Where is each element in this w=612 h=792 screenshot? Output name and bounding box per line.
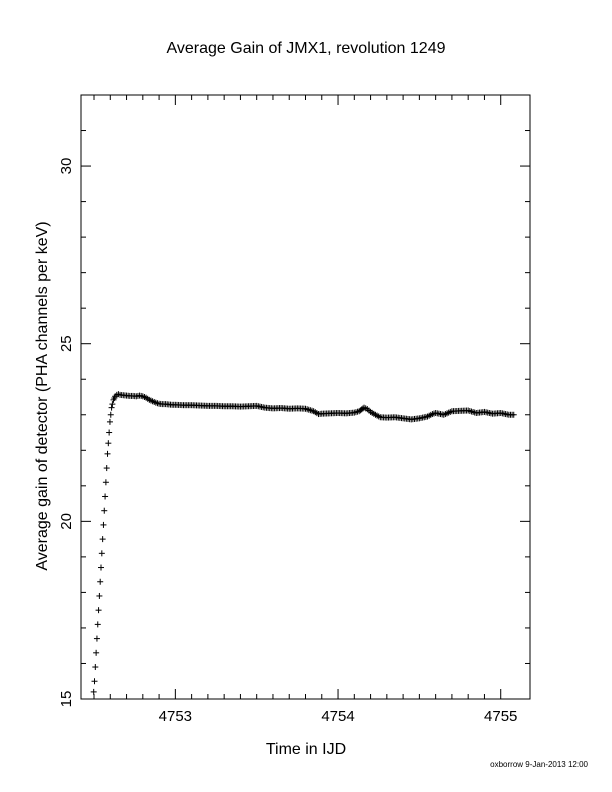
x-axis-label: Time in IJD [266,741,346,758]
y-tick-label: 30 [58,158,75,175]
data-point [101,507,108,514]
data-point [103,465,110,472]
data-point [98,550,105,557]
tick-marks [81,94,530,699]
data-points [90,391,517,695]
data-point [99,536,106,543]
x-tick-label: 4755 [484,708,517,725]
data-point [98,564,105,571]
data-point [92,664,99,671]
data-point [95,607,102,614]
data-point [93,635,100,642]
data-point [94,621,101,628]
y-tick-label: 20 [58,513,75,530]
data-point [106,429,113,436]
data-point [108,404,115,411]
data-point [100,521,107,528]
plot-frame [80,94,531,700]
data-point [109,401,116,408]
data-point [91,678,98,685]
y-axis-label: Average gain of detector (PHA channels p… [34,221,51,570]
footer-credit: oxborrow 9-Jan-2013 12:00 [490,760,588,769]
data-point [106,418,113,425]
data-point [510,411,517,418]
data-point [104,450,111,457]
data-point [102,493,109,500]
x-tick-label: 4754 [321,708,354,725]
data-point [96,592,103,599]
tick-labels: 4753 4754 4755 15 20 25 30 [58,158,517,725]
data-point [105,440,112,447]
data-point [107,411,114,418]
data-point [93,649,100,656]
y-tick-label: 25 [58,335,75,352]
data-point [102,479,109,486]
data-point [90,688,97,695]
chart-title: Average Gain of JMX1, revolution 1249 [167,40,446,57]
data-point [97,578,104,585]
x-tick-label: 4753 [159,708,192,725]
y-tick-label: 15 [58,691,75,708]
